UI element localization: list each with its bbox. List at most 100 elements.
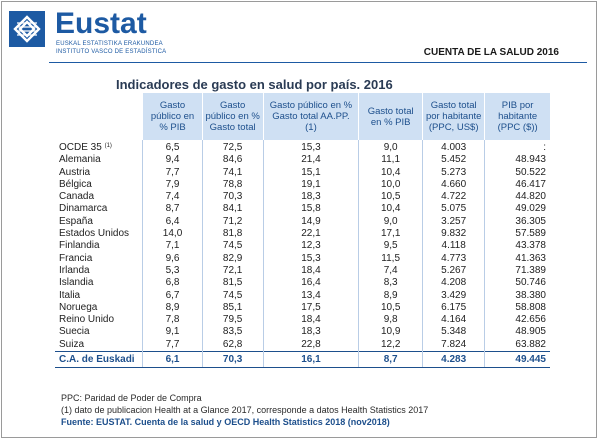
total-value: 6,1: [142, 351, 203, 369]
value-cell: 10,4: [358, 203, 424, 216]
table-row: Francia 9,6 82,9 15,3 11,5 4.773 41.363: [55, 252, 550, 265]
table-row: Reino Unido 7,8 79,5 18,4 9,8 4.164 42.656: [55, 314, 550, 327]
header-public-gdp: Gasto público en % PIB: [142, 93, 203, 140]
value-cell: 22,8: [263, 338, 360, 352]
value-cell: 17,5: [263, 301, 360, 315]
value-cell: 10,0: [358, 178, 424, 192]
total-value: 70,3: [202, 351, 264, 369]
value-cell: 70,3: [202, 191, 264, 204]
report-title: CUENTA DE LA SALUD 2016: [423, 47, 559, 58]
value-cell: 9,0: [358, 215, 424, 229]
header-public-total: Gasto público en % Gasto total: [202, 93, 264, 140]
value-cell: 7,7: [142, 338, 203, 352]
value-cell: 9,1: [142, 326, 203, 339]
value-cell: 38.380: [515, 289, 546, 301]
value-cell: 15,8: [263, 203, 360, 216]
value-cell: 3.429: [422, 289, 486, 302]
value-cell: 6.175: [422, 301, 486, 315]
value-cell: 5.452: [422, 154, 486, 167]
value-cell: 9,0: [358, 140, 424, 155]
table-row: Irlanda 5,3 72,1 18,4 7,4 5.267 71.389: [55, 264, 550, 278]
brand-name: Eustat: [55, 7, 147, 40]
value-cell: 18,3: [263, 326, 360, 339]
value-cell: 9,8: [358, 314, 424, 327]
country-name: Bélgica: [55, 178, 144, 192]
total-label: C.A. de Euskadi: [55, 351, 144, 369]
value-cell: 8,9: [142, 301, 203, 315]
table-row: Suiza 7,7 62,8 22,8 12,2 7.824 63.882: [55, 338, 550, 352]
value-cell: 21,4: [263, 154, 360, 167]
value-cell: 74,5: [202, 240, 264, 253]
value-cell: 7,4: [142, 191, 203, 204]
header-gdp-per-capita: PIB por habitante (PPC ($)): [484, 93, 550, 140]
country-name: Suiza: [55, 338, 144, 352]
value-cell: 7,9: [142, 178, 203, 192]
value-cell: 50.522: [515, 166, 546, 178]
value-cell: 15,3: [263, 252, 360, 265]
footnote-marker: (1): [104, 143, 112, 149]
country-name: Noruega: [55, 301, 144, 315]
note-ppc: PPC: Paridad de Poder de Compra: [61, 393, 202, 403]
table-row: Alemania 9,4 84,6 21,4 11,1 5.452 48.943: [55, 154, 550, 167]
value-cell: 6,4: [142, 215, 203, 229]
value-cell: 4.660: [422, 178, 486, 192]
value-cell: 8,7: [142, 203, 203, 216]
indicators-table: Gasto público en % PIB Gasto público en …: [55, 93, 550, 369]
country-name: Suecia: [55, 326, 144, 339]
value-cell: 9,6: [142, 252, 203, 265]
country-name: Finlandia: [55, 240, 144, 253]
value-cell: 74,1: [202, 166, 264, 179]
value-cell: 4.773: [422, 252, 486, 265]
value-cell: 48.905: [515, 326, 546, 338]
value-cell: 10,5: [358, 301, 424, 315]
value-cell: 7,4: [358, 264, 424, 278]
value-cell: 74,5: [202, 289, 264, 302]
value-cell: 58.808: [515, 301, 546, 313]
value-cell: 10,5: [358, 191, 424, 204]
header-public-aapp: Gasto público en % Gasto total AA.PP. (1…: [263, 93, 360, 140]
value-cell: 12,2: [358, 338, 424, 352]
header-divider: [49, 62, 587, 63]
value-cell: 81,5: [202, 277, 264, 290]
value-cell: 10,9: [358, 326, 424, 339]
value-cell: 5.273: [422, 166, 486, 179]
value-cell: 7,7: [142, 166, 203, 179]
value-cell: 9,4: [142, 154, 203, 167]
value-cell: 7,1: [142, 240, 203, 253]
total-row: C.A. de Euskadi 6,1 70,3 16,1 8,7 4.283 …: [55, 351, 550, 369]
country-name: Reino Unido: [55, 314, 144, 327]
country-name: Italia: [55, 289, 144, 302]
value-cell: 49.029: [515, 203, 546, 215]
value-cell: 43.378: [515, 240, 546, 252]
value-cell: :: [543, 142, 546, 153]
country-name: Alemania: [55, 154, 144, 167]
value-cell: 4.208: [422, 277, 486, 290]
value-cell: 83,5: [202, 326, 264, 339]
value-cell: 42.656: [515, 314, 546, 326]
table-row: Canada 7,4 70,3 18,3 10,5 4.722 44.820: [55, 191, 550, 204]
country-name: Dinamarca: [55, 203, 144, 216]
value-cell: 18,3: [263, 191, 360, 204]
value-cell: 46.417: [515, 178, 546, 190]
value-cell: 15,3: [263, 140, 360, 155]
value-cell: 18,4: [263, 264, 360, 278]
value-cell: 41.363: [515, 252, 546, 264]
value-cell: 36.305: [515, 215, 546, 227]
value-cell: 5,3: [142, 264, 203, 278]
source-note: Fuente: EUSTAT. Cuenta de la salud y OEC…: [61, 417, 390, 427]
value-cell: 16,4: [263, 277, 360, 290]
value-cell: 57.589: [515, 228, 546, 240]
country-name: Irlanda: [55, 264, 144, 278]
value-cell: 63.882: [515, 338, 546, 350]
value-cell: 7.824: [422, 338, 486, 352]
value-cell: 17,1: [358, 228, 424, 241]
table-row: Italia 6,7 74,5 13,4 8,9 3.429 38.380: [55, 289, 550, 302]
table-row: Finlandia 7,1 74,5 12,3 9,5 4.118 43.378: [55, 240, 550, 253]
header-country: [55, 93, 144, 140]
value-cell: 13,4: [263, 289, 360, 302]
value-cell: 71.389: [515, 264, 546, 276]
value-cell: 14,0: [142, 228, 203, 241]
value-cell: 78,8: [202, 178, 264, 192]
value-cell: 48.943: [515, 154, 546, 166]
